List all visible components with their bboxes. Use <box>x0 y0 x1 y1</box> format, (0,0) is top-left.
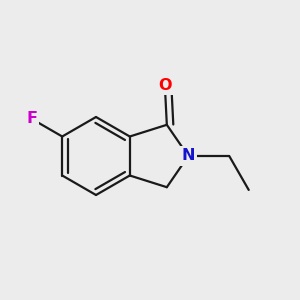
Text: N: N <box>182 148 195 164</box>
Text: F: F <box>26 112 37 127</box>
Text: O: O <box>158 78 172 93</box>
